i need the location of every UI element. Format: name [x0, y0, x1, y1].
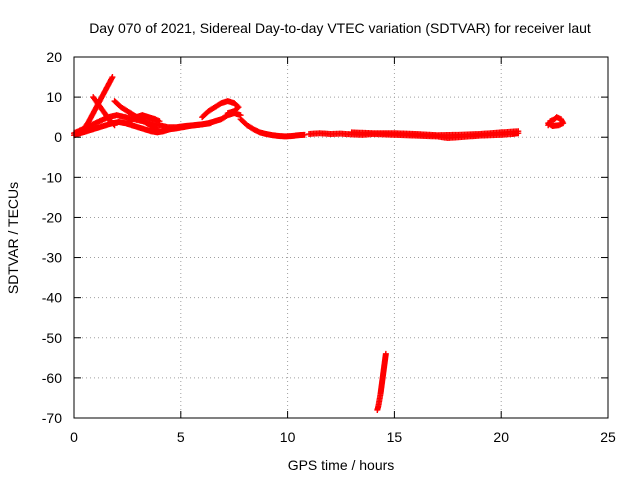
x-tick-label: 20 — [493, 429, 509, 445]
data-marker-trace — [90, 94, 118, 129]
y-tick-label: 10 — [46, 89, 62, 105]
x-tick-label: 0 — [70, 429, 78, 445]
data-marker-trace — [237, 116, 308, 140]
series-trace-drop — [374, 350, 389, 413]
y-tick-label: -50 — [42, 330, 62, 346]
y-tick-label: 20 — [46, 49, 62, 65]
y-tick-label: 0 — [54, 129, 62, 145]
data-marker-trace — [348, 128, 522, 139]
plot-frame — [73, 56, 609, 419]
y-tick-label: -60 — [42, 370, 62, 386]
grid-lines — [74, 57, 608, 418]
axis-ticks: 0 5 10 15 20 25 20 10 0 -10 -20 -30 -40 -50 -60 -70 — [42, 49, 616, 445]
series-trace-loop-b — [199, 98, 242, 121]
series-trace-descent — [237, 116, 308, 140]
data-marker-trace — [126, 112, 163, 125]
y-tick-label: -40 — [42, 290, 62, 306]
y-axis-label: SDTVAR / TECUs — [5, 182, 21, 294]
series-trace-late-cluster — [545, 114, 567, 129]
x-tick-label: 5 — [177, 429, 185, 445]
series-trace-spike-a — [79, 74, 116, 135]
y-tick-label: -30 — [42, 250, 62, 266]
series-trace-loop-a — [126, 112, 163, 125]
x-tick-label: 10 — [280, 429, 296, 445]
series-trace-spike-b — [90, 94, 118, 129]
series-trace-flat-b — [348, 128, 522, 139]
data-marker-trace — [545, 114, 567, 129]
x-axis-label: GPS time / hours — [288, 457, 395, 473]
chart-title: Day 070 of 2021, Sidereal Day-to-day VTE… — [89, 20, 591, 36]
y-tick-label: -70 — [42, 410, 62, 426]
data-marker-trace — [79, 74, 116, 135]
x-tick-label: 15 — [387, 429, 403, 445]
data-marker-trace — [374, 350, 389, 413]
x-tick-label: 25 — [600, 429, 616, 445]
y-tick-label: -10 — [42, 169, 62, 185]
data-points — [71, 74, 567, 413]
y-tick-label: -20 — [42, 209, 62, 225]
data-marker-trace — [199, 98, 242, 121]
